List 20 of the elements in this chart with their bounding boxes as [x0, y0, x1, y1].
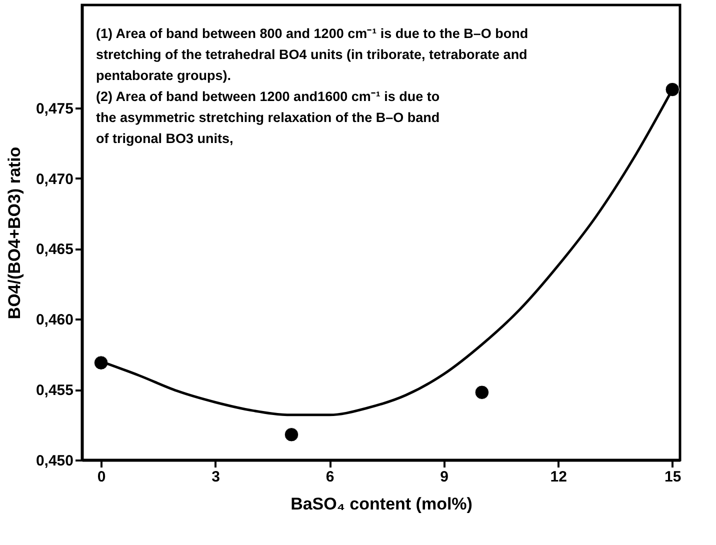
x-tick-label: 12	[550, 468, 567, 486]
point	[94, 356, 108, 370]
y-tick-label: 0,460	[36, 312, 74, 329]
y-tick-label: 0,465	[36, 241, 74, 258]
y-tick-label: 0,475	[36, 100, 74, 118]
y-tick-label: 0,455	[36, 382, 74, 400]
y-axis-title: BO4/(BO4+BO3) ratio	[4, 146, 24, 320]
point	[665, 82, 680, 97]
x-tick-label: 6	[326, 468, 334, 486]
y-tick-label: 0,470	[36, 170, 74, 188]
x-tick-label: 0	[97, 468, 106, 486]
x-tick-label: 3	[212, 468, 220, 486]
point	[284, 428, 299, 442]
x-tick-label: 9	[440, 468, 449, 486]
annotation: (1) Area of band between 800 and 1200 cm⁻¹ is due to the B–O bond stretching of the tetrahedral BO4 units (in triborate, tetraborate and pentaborate groups).	[96, 26, 528, 83]
y-tick-label: 0,450	[36, 452, 74, 470]
point	[474, 385, 490, 400]
x-tick-label: 15	[664, 468, 682, 486]
annotation: (2) Area of band between 1200 and1600 cm⁻¹ is due to the asymmetric stretching relaxation of the B–O band of trigonal BO3 units,	[96, 89, 440, 146]
x-axis-title: BaSO₄ content (mol%)	[290, 494, 472, 514]
